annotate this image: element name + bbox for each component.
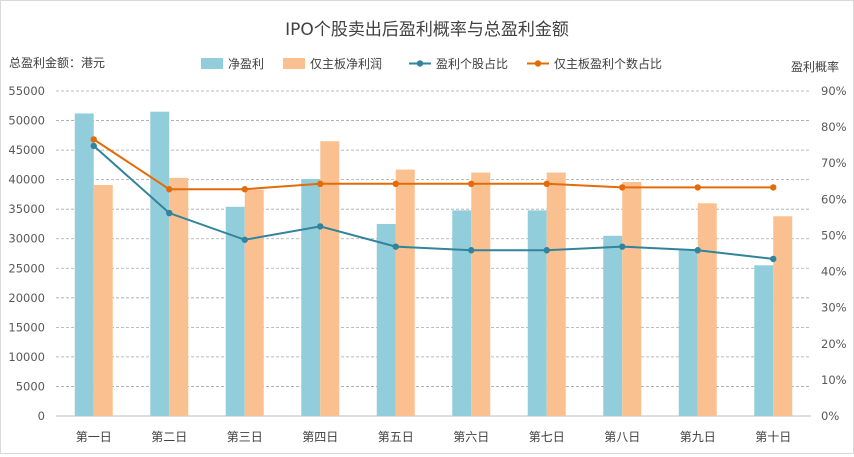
line-series-profit-ratio xyxy=(93,145,774,260)
line-point xyxy=(468,247,475,254)
category-label: 第十日 xyxy=(755,430,791,444)
bar-net-profit xyxy=(301,179,321,416)
lines xyxy=(90,136,777,263)
legend-marker xyxy=(534,60,542,67)
legend-item: 仅主板净利润 xyxy=(283,57,382,71)
left-tick-label: 20000 xyxy=(8,291,45,305)
left-tick-label: 55000 xyxy=(8,84,45,98)
category-label: 第六日 xyxy=(453,430,489,444)
bar-net-profit xyxy=(376,223,396,416)
line-point xyxy=(543,247,550,254)
category-labels: 第一日 第二日 第三日 第四日 第五日 第六日 第七日 第八日 第九日 第十日 xyxy=(76,430,792,444)
legend-label: 净盈利 xyxy=(228,57,264,71)
line-point xyxy=(468,180,475,188)
category-label: 第四日 xyxy=(302,430,338,444)
category-label: 第七日 xyxy=(529,430,565,444)
right-tick-label: 10% xyxy=(821,373,847,387)
category-label: 第二日 xyxy=(151,430,187,444)
right-axis-label: 盈利概率 xyxy=(791,59,839,74)
right-tick-label: 40% xyxy=(821,265,847,279)
line-point xyxy=(166,209,173,217)
legend-item: 盈利个股占比 xyxy=(409,56,508,71)
line-point xyxy=(694,184,701,191)
bar-main-board-net-profit xyxy=(622,182,642,416)
left-tick-label: 50000 xyxy=(8,114,45,128)
bar-net-profit xyxy=(74,113,94,417)
line-point xyxy=(619,184,626,191)
left-tick-label: 5000 xyxy=(16,379,45,393)
left-tick-label: 35000 xyxy=(8,202,45,216)
line-point xyxy=(543,180,550,188)
legend-label: 盈利个股占比 xyxy=(436,56,508,71)
axis-ticks: 0 5000 10000 15000 20000 25000 30000 35000 40000… xyxy=(8,84,846,423)
legend-swatch xyxy=(283,58,305,69)
bar-main-board-net-profit xyxy=(320,141,340,416)
right-tick-label: 20% xyxy=(821,337,847,351)
line-point xyxy=(770,255,777,263)
right-tick-label: 60% xyxy=(821,192,847,206)
line-point xyxy=(392,180,399,188)
line-point xyxy=(166,186,173,193)
right-tick-label: 80% xyxy=(821,120,847,134)
category-label: 第三日 xyxy=(227,430,263,444)
line-point xyxy=(619,243,626,250)
legend-label: 仅主板净利润 xyxy=(310,57,382,71)
left-tick-label: 45000 xyxy=(8,143,45,157)
line-point xyxy=(694,247,701,254)
bar-main-board-net-profit xyxy=(773,216,793,416)
bar-net-profit xyxy=(603,235,623,416)
right-tick-label: 70% xyxy=(821,156,847,170)
legend-item: 仅主板盈利个数占比 xyxy=(527,56,662,71)
bar-net-profit xyxy=(678,250,698,416)
left-tick-label: 25000 xyxy=(8,261,45,275)
left-axis-label: 总盈利金额：港元 xyxy=(9,55,105,70)
bar-main-board-net-profit xyxy=(697,203,717,416)
line-point xyxy=(392,243,399,250)
bar-main-board-net-profit xyxy=(244,189,264,416)
left-tick-label: 15000 xyxy=(8,320,45,334)
right-tick-label: 90% xyxy=(821,84,847,98)
line-point xyxy=(90,142,97,150)
bar-main-board-net-profit xyxy=(546,172,566,416)
line-point xyxy=(241,236,248,243)
right-tick-label: 0% xyxy=(821,409,839,423)
bar-main-board-net-profit xyxy=(93,184,113,416)
bars xyxy=(74,111,793,417)
right-tick-label: 30% xyxy=(821,301,847,315)
legend-swatch xyxy=(201,58,223,69)
left-tick-label: 0 xyxy=(38,409,45,423)
line-point xyxy=(317,223,324,230)
left-tick-label: 30000 xyxy=(8,232,45,246)
line-point xyxy=(90,136,97,143)
line-point xyxy=(770,184,777,191)
line-point xyxy=(317,180,324,188)
bar-net-profit xyxy=(754,265,774,416)
category-label: 第一日 xyxy=(76,430,112,444)
right-tick-label: 50% xyxy=(821,228,847,242)
category-label: 第五日 xyxy=(378,430,414,444)
line-point xyxy=(241,186,248,193)
bar-net-profit xyxy=(150,111,170,416)
bar-net-profit xyxy=(225,206,245,416)
bar-net-profit xyxy=(527,210,547,416)
bar-net-profit xyxy=(452,210,472,416)
left-tick-label: 10000 xyxy=(8,350,45,364)
bar-main-board-net-profit xyxy=(471,172,491,416)
category-label: 第八日 xyxy=(604,430,640,444)
left-tick-label: 40000 xyxy=(8,173,45,187)
legend-marker xyxy=(416,60,424,67)
legend: 净盈利 仅主板净利润 盈利个股占比 仅主板盈利个数占比 xyxy=(201,56,662,71)
category-label: 第九日 xyxy=(680,430,716,444)
legend-label: 仅主板盈利个数占比 xyxy=(554,56,662,71)
chart-title: IPO个股卖出后盈利概率与总盈利金额 xyxy=(285,20,569,40)
bar-main-board-net-profit xyxy=(169,177,189,416)
line-series-main-board-profit-ratio xyxy=(93,138,774,191)
legend-item: 净盈利 xyxy=(201,57,264,71)
bar-main-board-net-profit xyxy=(395,169,415,416)
